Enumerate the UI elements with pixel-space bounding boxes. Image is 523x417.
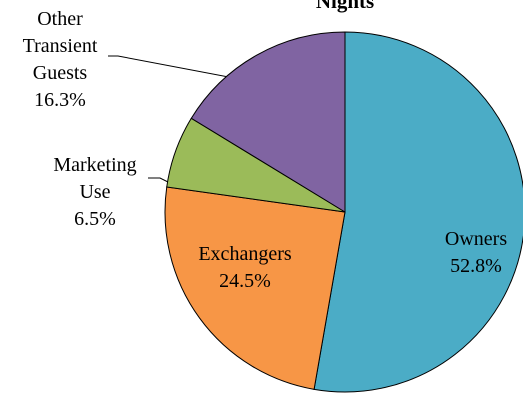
category-label: Exchangers: [198, 243, 292, 265]
value-label: 16.3%: [34, 89, 86, 111]
category-label: Marketing Use: [53, 154, 137, 203]
pie-slice: [190, 31, 346, 213]
pie-slice: [313, 31, 523, 393]
chart-title: Nights: [315, 0, 375, 13]
slice-label: Owners 52.8%: [421, 226, 523, 280]
slice-label: Marketing Use 6.5%: [40, 152, 150, 233]
value-label: 24.5%: [219, 270, 271, 292]
slice-label: Other Transient Guests 16.3%: [8, 6, 113, 114]
pie-slice: [164, 186, 346, 390]
slice-label: Exchangers 24.5%: [175, 241, 315, 295]
value-label: 6.5%: [74, 208, 116, 230]
category-label: Other Transient Guests: [22, 8, 98, 84]
category-label: Owners: [444, 228, 508, 250]
value-label: 52.8%: [450, 255, 502, 277]
leader-line: [108, 55, 256, 83]
